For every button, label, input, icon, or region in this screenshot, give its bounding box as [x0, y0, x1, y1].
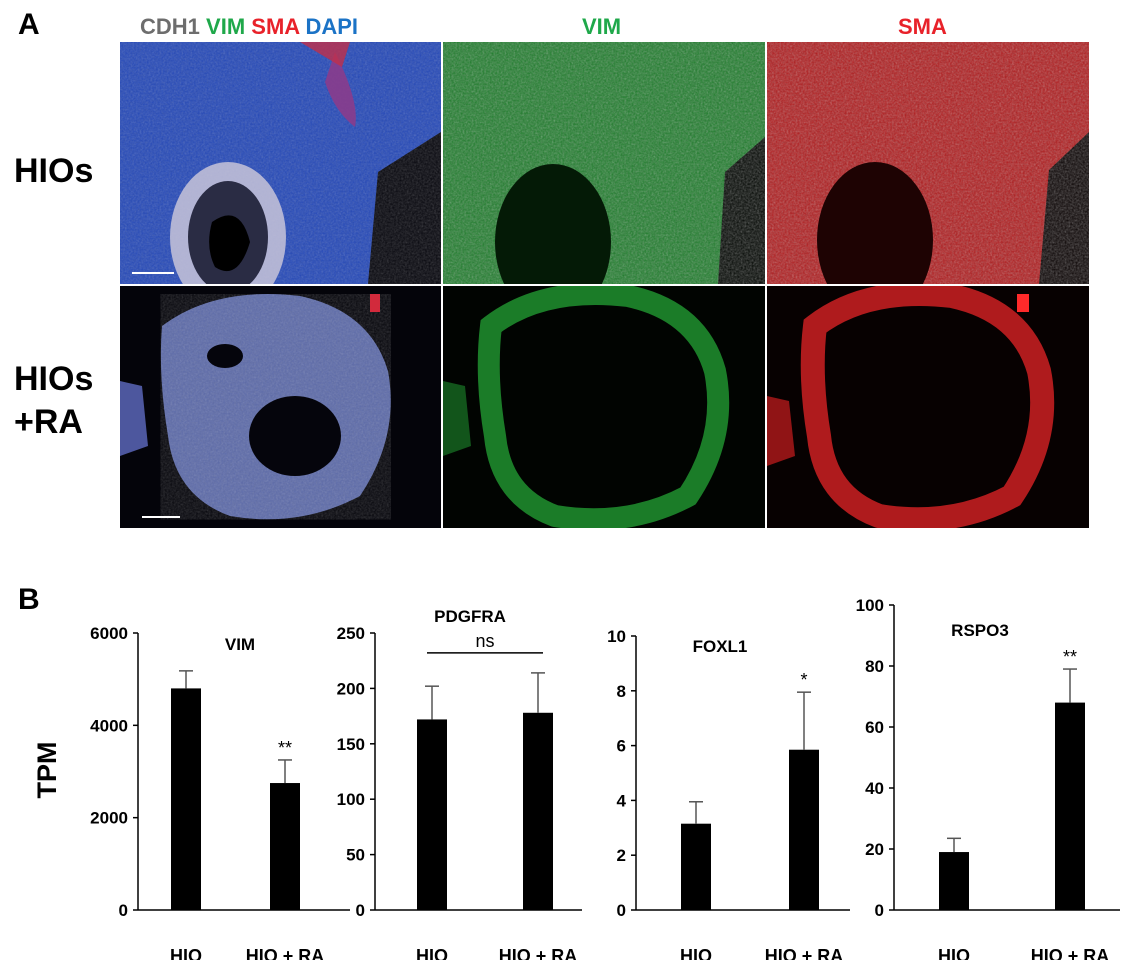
micrograph-hios-ra-vim	[443, 286, 765, 528]
y-tick-label: 6	[617, 737, 626, 756]
dapi-label: DAPI	[305, 14, 359, 39]
scale-bar	[132, 272, 174, 274]
y-tick-label: 6000	[90, 624, 128, 643]
sma-label: SMA	[251, 14, 300, 39]
row-label-hios: HIOs	[14, 150, 93, 193]
y-tick-label: 20	[865, 840, 884, 859]
y-tick-label: 0	[617, 901, 626, 920]
y-tick-label: 8	[617, 682, 626, 701]
micrograph-hios-ra-sma	[767, 286, 1089, 528]
significance-marker: **	[1063, 647, 1077, 667]
row-label-hios-ra-line2: +RA	[14, 402, 83, 441]
merge-channel-header: CDH1 VIM SMA DAPI	[140, 14, 358, 40]
category-label: HIO	[938, 946, 970, 960]
significance-bracket-label: ns	[475, 631, 494, 651]
y-tick-label: 40	[865, 779, 884, 798]
sma-column-header: SMA	[898, 14, 947, 39]
chart-title: VIM	[225, 635, 255, 654]
category-label: HIO + RA	[246, 946, 325, 960]
y-tick-label: 2000	[90, 809, 128, 828]
significance-marker: *	[800, 670, 807, 690]
bar	[270, 783, 300, 910]
y-tick-label: 80	[865, 657, 884, 676]
y-tick-label: 0	[356, 901, 365, 920]
bar	[1055, 702, 1085, 910]
y-tick-label: 60	[865, 718, 884, 737]
chart-title: RSPO3	[951, 621, 1009, 640]
bar	[523, 712, 553, 910]
panel-a-letter: A	[18, 8, 40, 41]
y-tick-label: 250	[337, 624, 365, 643]
category-label: HIO	[416, 946, 448, 960]
vim-label: VIM	[206, 14, 246, 39]
category-label: HIO	[170, 946, 202, 960]
y-tick-label: 10	[607, 627, 626, 646]
significance-marker: **	[278, 738, 292, 758]
row-label-hios-line1: HIOs	[14, 152, 94, 190]
micrograph-hios-sma	[767, 42, 1089, 284]
bar	[417, 719, 447, 910]
cdh1-label: CDH1	[140, 14, 200, 39]
y-axis-label: TPM	[32, 742, 62, 799]
y-tick-label: 4000	[90, 716, 128, 735]
vim-column-header: VIM	[582, 14, 622, 39]
y-tick-label: 0	[875, 901, 884, 920]
micrograph-hios-merge	[120, 42, 441, 284]
micrograph-hios-ra-merge	[120, 286, 441, 528]
row-label-hios-ra-line1: HIOs	[14, 360, 94, 398]
y-tick-label: 0	[119, 901, 128, 920]
bar	[939, 852, 969, 910]
y-tick-label: 150	[337, 735, 365, 754]
y-tick-label: 100	[337, 790, 365, 809]
bar	[681, 823, 711, 910]
bar	[789, 749, 819, 910]
row-label-hios-ra: HIOs +RA	[14, 358, 93, 443]
y-tick-label: 2	[617, 846, 626, 865]
category-label: HIO	[680, 946, 712, 960]
y-tick-label: 100	[856, 596, 884, 615]
micrograph-hios-vim	[443, 42, 765, 284]
panel-b-letter: B	[18, 583, 40, 616]
bar	[171, 688, 201, 910]
scale-bar-ra	[142, 516, 180, 518]
y-tick-label: 200	[337, 679, 365, 698]
chart-title: PDGFRA	[434, 607, 506, 626]
y-tick-label: 4	[617, 791, 627, 810]
category-label: HIO + RA	[1031, 946, 1110, 960]
category-label: HIO + RA	[499, 946, 578, 960]
category-label: HIO + RA	[765, 946, 844, 960]
y-tick-label: 50	[346, 846, 365, 865]
chart-title: FOXL1	[693, 637, 748, 656]
